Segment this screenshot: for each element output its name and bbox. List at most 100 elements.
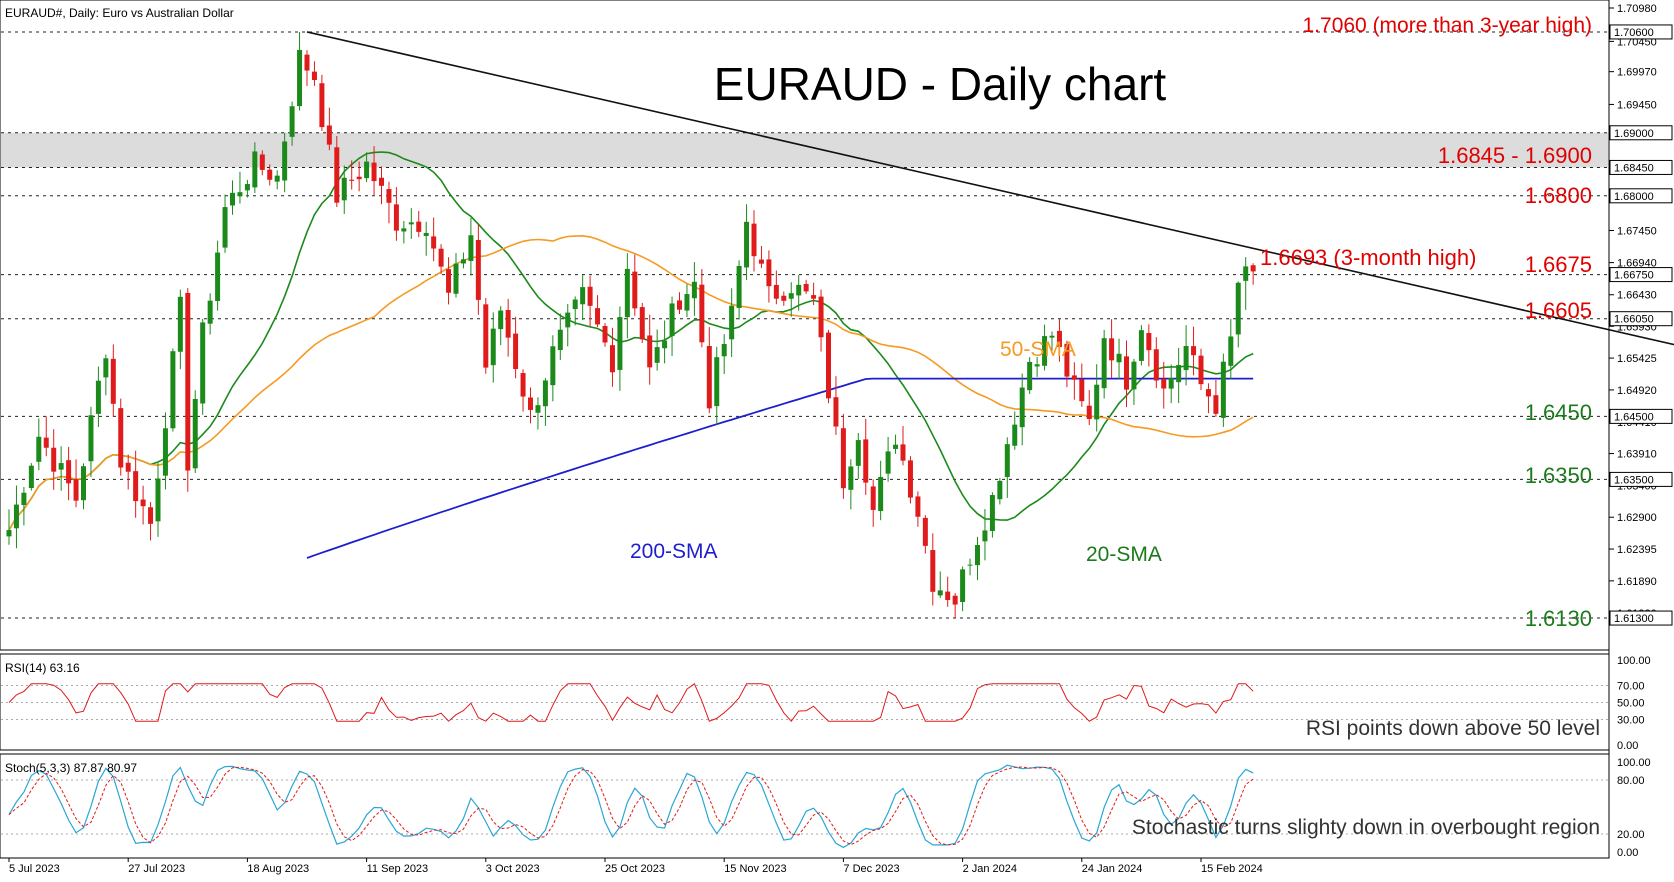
candle-body (95, 380, 101, 414)
candle-body (349, 179, 355, 181)
candle-body (133, 471, 139, 502)
level-price-box (1609, 159, 1673, 175)
price-tick-label: 1.69450 (1617, 99, 1657, 111)
candle-body (624, 268, 630, 318)
rsi-tick-label: 0.00 (1617, 740, 1638, 752)
candle-body (699, 284, 705, 343)
x-tick-label: 2 Jan 2024 (963, 863, 1017, 875)
sma50-line (8, 234, 1254, 531)
level-price-box (1609, 610, 1673, 626)
price-tick-label: 1.67450 (1617, 225, 1657, 237)
candle-body (356, 176, 362, 180)
price-tick-label: 1.66430 (1617, 290, 1657, 302)
candle-body (811, 295, 817, 299)
candle-body (1086, 405, 1092, 419)
level-price-label: 1.68450 (1614, 162, 1654, 174)
candle-body (528, 397, 533, 410)
candle-body (520, 373, 526, 397)
candle-body (1176, 365, 1182, 383)
candle-body (677, 300, 682, 310)
price-tick-label: 1.66940 (1617, 258, 1657, 270)
level-price-box (1609, 311, 1673, 327)
candle-body (1153, 349, 1159, 381)
candle-body (468, 235, 474, 261)
level-price-box (1609, 188, 1673, 204)
candle-body (73, 479, 79, 501)
candle-body (721, 344, 727, 357)
stoch-label: Stoch(5,3,3) 87.87 80.97 (5, 761, 137, 775)
stoch-note: Stochastic turns slighty down in overbou… (1132, 816, 1600, 839)
price-tick-label: 1.65425 (1617, 353, 1657, 365)
candle-body (446, 269, 452, 293)
candle-body (371, 162, 377, 182)
candle-body (118, 408, 124, 468)
candle-body (1049, 335, 1055, 338)
candle-body (982, 530, 988, 542)
candle-body (282, 141, 288, 181)
candle-body (855, 440, 861, 466)
level-price-label: 1.70600 (1614, 27, 1654, 39)
sma200-line (306, 377, 1254, 559)
candle-body (773, 284, 779, 299)
level-label-1.6800: 1.6800 (1525, 183, 1592, 208)
level-price-label: 1.64500 (1614, 411, 1654, 423)
candle-body (513, 333, 519, 370)
candle-body (595, 308, 601, 325)
candle-body (311, 71, 317, 81)
rsi-tick-label: 30.00 (1617, 715, 1645, 727)
candle-body (967, 564, 973, 566)
candle-body (535, 405, 541, 413)
candle-body (796, 284, 802, 296)
candle-body (863, 439, 869, 483)
level-price-box (1609, 267, 1673, 283)
candle-body (341, 177, 347, 201)
candle-body (840, 428, 846, 489)
candle-body (252, 151, 258, 188)
x-tick-label: 7 Dec 2023 (843, 863, 899, 875)
candle-body (803, 283, 809, 292)
candle-body (505, 310, 511, 338)
candle-body (766, 259, 772, 287)
candle-body (334, 147, 340, 203)
candle-body (408, 222, 414, 225)
price-tick-label: 1.63910 (1617, 449, 1657, 461)
x-tick-label: 25 Oct 2023 (605, 863, 665, 875)
candle-body (975, 545, 980, 566)
candle-body (639, 307, 645, 340)
candle-body (274, 175, 280, 182)
sma20-label: 20-SMA (1086, 543, 1162, 566)
candle-body (1034, 364, 1040, 367)
candle-body (319, 83, 325, 128)
candle-body (393, 204, 399, 231)
candle-body (669, 303, 675, 337)
stoch-tick-label: 100.00 (1617, 757, 1651, 769)
level-price-label: 1.66750 (1614, 270, 1654, 282)
candle-body (960, 569, 966, 602)
x-tick-label: 27 Jul 2023 (128, 863, 185, 875)
sma20-line (8, 151, 1254, 531)
candle-body (1243, 266, 1249, 281)
candle-body (1161, 378, 1167, 389)
candle-body (1064, 343, 1070, 377)
candle-body (1183, 346, 1189, 371)
x-tick-label: 5 Jul 2023 (9, 863, 60, 875)
candle-body (460, 259, 466, 264)
candle-body (1094, 384, 1100, 420)
candle-body (833, 397, 839, 427)
candle-body (758, 259, 764, 264)
candle-body (1220, 361, 1226, 418)
level-price-label: 1.69000 (1614, 128, 1654, 140)
x-tick-label: 18 Aug 2023 (247, 863, 309, 875)
level-price-box (1609, 471, 1673, 487)
stoch-tick-label: 0.00 (1617, 847, 1638, 859)
candle-body (379, 177, 384, 186)
x-tick-label: 3 Oct 2023 (486, 863, 540, 875)
candle-body (36, 436, 42, 462)
candle-body (162, 428, 168, 476)
candle-body (88, 415, 94, 462)
level-label-1.6605: 1.6605 (1525, 298, 1592, 323)
candle-body (788, 293, 794, 299)
candle-body (498, 310, 504, 330)
